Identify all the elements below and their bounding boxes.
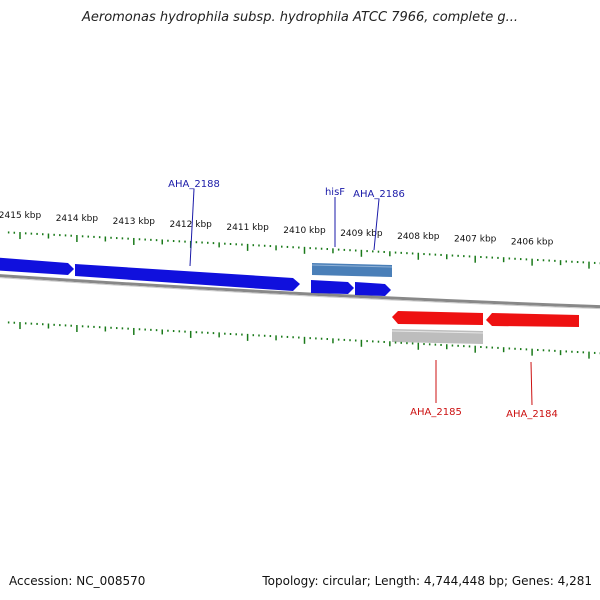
cds-arrow-aha-2189[interactable] [0,257,74,275]
tick-label: 2413 kbp [113,217,156,227]
gene-labels: AHA_2188 hisF AHA_2186 AHA_2185 AHA_2184 [168,179,558,420]
forward-gene-track [311,263,393,277]
forward-cds-track [0,257,391,296]
cds-arrow-hisf[interactable] [311,280,354,294]
reverse-cds-track [392,311,579,327]
scale-ticks-inner [7,321,600,359]
tick-label: 2407 kbp [454,235,497,245]
map-title: Aeromonas hydrophila subsp. hydrophila A… [81,10,519,25]
gene-label-aha-2186[interactable]: AHA_2186 [353,189,405,200]
tick-label: 2414 kbp [56,214,99,224]
tick-label: 2415 kbp [0,211,41,221]
leader-line-aha-2188 [189,188,195,267]
tick-label: 2411 kbp [226,223,269,233]
gene-label-aha-2185[interactable]: AHA_2185 [410,407,462,418]
cds-arrow-aha-2186[interactable] [355,282,391,296]
tick-label: 2412 kbp [169,220,212,230]
tick-label: 2408 kbp [397,232,440,242]
gene-label-aha-2184[interactable]: AHA_2184 [506,409,558,420]
genome-backbone-shadow [0,277,600,310]
tick-label: 2410 kbp [283,226,326,236]
gene-label-aha-2188[interactable]: AHA_2188 [168,179,220,190]
genome-backbone [0,274,600,309]
tick-label: 2406 kbp [511,238,554,248]
genome-summary-text: Topology: circular; Length: 4,744,448 bp… [262,574,592,588]
accession-text: Accession: NC_008570 [9,574,146,588]
leader-line-aha-2186 [373,198,380,251]
leader-line-aha-2184 [530,361,533,406]
cds-arrow-aha-2188[interactable] [75,264,300,291]
scale-tick-labels: 2415 kbp 2414 kbp 2413 kbp 2412 kbp 2411 kbp… [0,211,554,248]
cds-arrow-aha-2184[interactable] [486,313,579,327]
gene-label-hisf[interactable]: hisF [325,187,345,198]
tick-label: 2409 kbp [340,229,383,239]
cds-arrow-aha-2185[interactable] [392,311,483,325]
reverse-gene-track [391,329,484,344]
